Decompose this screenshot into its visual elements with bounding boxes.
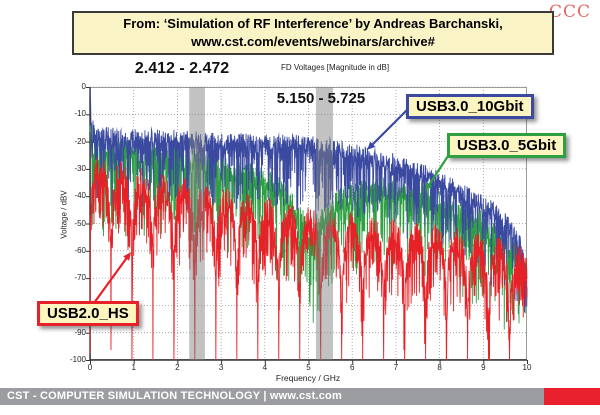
y-tick-label: -50 (74, 218, 86, 228)
x-tick-label: 9 (481, 363, 486, 372)
x-tick-label: 1 (131, 363, 136, 372)
footer-company-text: CST - COMPUTER SIMULATION TECHNOLOGY | w… (0, 388, 544, 405)
y-tick-label: 0 (81, 82, 86, 91)
footer-accent-block (544, 388, 600, 405)
x-tick-label: 3 (218, 363, 224, 372)
y-tick-label: -30 (74, 163, 86, 173)
y-tick-label: -60 (74, 245, 86, 255)
y-tick-label: -40 (74, 191, 86, 201)
y-tick-label: -100 (69, 355, 86, 364)
x-tick-label: 8 (437, 363, 442, 372)
callout-usb3-10gbit: USB3.0_10Gbit (406, 94, 534, 119)
callout-usb3-5gbit: USB3.0_5Gbit (447, 133, 567, 158)
x-tick-label: 0 (87, 363, 93, 372)
y-tick-label: -10 (74, 109, 86, 119)
y-axis-label: Voltage / dBV (59, 190, 69, 239)
x-tick-label: 7 (393, 363, 399, 372)
x-tick-label: 4 (262, 363, 268, 372)
y-tick-label: -70 (74, 273, 86, 283)
wifi-band-annotation-5ghz: 5.150 - 5.725 (276, 90, 366, 107)
y-tick-label: -20 (74, 136, 86, 146)
y-tick-label: -90 (74, 327, 86, 337)
x-tick-label: 5 (306, 363, 311, 372)
x-tick-label: 10 (522, 363, 532, 372)
x-tick-label: 6 (349, 363, 355, 372)
x-axis-label: Frequency / GHz (275, 373, 341, 383)
x-tick-label: 2 (175, 363, 180, 372)
chart-title: FD Voltages [Magnitude in dB] (281, 63, 390, 72)
callout-usb2-hs: USB2.0_HS (37, 301, 139, 326)
footer: CST - COMPUTER SIMULATION TECHNOLOGY | w… (0, 388, 600, 405)
wifi-band-annotation-2ghz: 2.412 - 2.472 (134, 60, 230, 77)
